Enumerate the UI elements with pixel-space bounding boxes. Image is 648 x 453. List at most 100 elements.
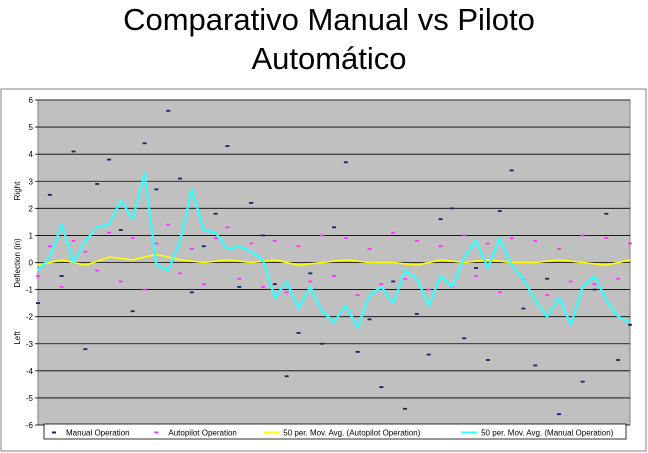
series-0-point-9 (142, 142, 147, 145)
series-1-point-23 (308, 280, 313, 283)
slide-title: Comparativo Manual vs Piloto Automático (0, 0, 648, 78)
series-0-point-8 (130, 310, 135, 313)
series-0-point-23 (308, 272, 313, 275)
series-0-point-34 (438, 218, 443, 221)
series-0-point-29 (379, 386, 384, 388)
y-tick-label-7: -1 (26, 286, 34, 295)
series-0-point-39 (497, 210, 502, 212)
series-0-point-24 (320, 342, 325, 345)
series-1-point-46 (580, 234, 585, 237)
series-1-point-38 (485, 242, 490, 245)
series-0-point-47 (592, 288, 597, 291)
y-tick-label-6: 0 (29, 259, 34, 268)
series-0-point-7 (118, 229, 123, 231)
series-0-point-38 (485, 359, 490, 361)
y-tick-label-5: 1 (29, 231, 34, 240)
series-0-point-12 (178, 177, 183, 180)
series-1-point-13 (189, 248, 194, 250)
series-0-point-28 (367, 318, 372, 321)
y-tick-label-1: 5 (29, 123, 34, 132)
series-0-point-21 (284, 375, 289, 378)
series-0-point-25 (332, 226, 336, 229)
series-0-point-31 (403, 407, 408, 410)
series-1-point-3 (71, 239, 76, 242)
series-0-point-11 (166, 109, 171, 112)
series-1-point-29 (379, 283, 384, 286)
y-tick-label-0: 6 (29, 96, 34, 105)
series-0-point-30 (391, 280, 396, 283)
series-0-point-33 (426, 353, 431, 356)
series-0-point-17 (237, 285, 242, 288)
series-1-point-21 (284, 291, 289, 294)
series-0-point-6 (107, 158, 112, 161)
series-1-point-2 (59, 285, 64, 288)
series-1-point-42 (533, 239, 538, 242)
legend-label-1: Autopilot Operation (168, 429, 237, 438)
series-0-point-22 (296, 332, 301, 334)
series-1-point-25 (332, 275, 336, 277)
deflection-chart: 6 5 4 3 2 1 0 -1 -2 -3 -4 -5 -6 Right Deflection (in… (0, 88, 647, 452)
series-1-point-12 (178, 272, 183, 275)
series-1-point-33 (426, 288, 431, 291)
series-0-point-48 (604, 212, 609, 215)
series-0-point-2 (59, 275, 64, 277)
series-3-line (37, 171, 631, 329)
y-tick-label-11: -5 (26, 394, 34, 403)
series-0-point-13 (189, 291, 194, 294)
series-1-point-34 (438, 245, 443, 248)
series-0-point-46 (580, 380, 585, 383)
series-0-point-18 (249, 202, 254, 204)
y-tick-label-3: 3 (29, 177, 34, 186)
y-tick-label-4: 2 (29, 204, 34, 213)
legend: Manual Operation Autopilot Operation 50 pe… (43, 423, 627, 440)
series-1-point-5 (95, 269, 100, 272)
series-0-point-42 (533, 364, 538, 367)
y-tick-label-9: -3 (26, 340, 34, 349)
series-1-point-6 (107, 231, 112, 234)
series-1-point-31 (403, 277, 408, 280)
series-1-point-48 (604, 237, 609, 240)
series-0-point-49 (616, 359, 621, 361)
y-tick-label-2: 4 (29, 150, 34, 159)
y-tick-label-12: -6 (26, 421, 34, 430)
series-1-point-4 (83, 250, 88, 253)
series-1-point-1 (47, 245, 52, 248)
series-1-point-49 (616, 277, 621, 280)
legend-box (43, 423, 627, 440)
legend-label-2: 50 per. Mov. Avg. (Autopilot Operation) (283, 429, 420, 438)
series-1-point-39 (497, 291, 502, 294)
series-0-point-19 (260, 234, 265, 237)
series-0-point-10 (154, 188, 159, 191)
series-0-point-35 (450, 207, 455, 210)
legend-marker-1 (154, 431, 159, 434)
series-1-point-47 (592, 283, 597, 286)
series-0-point-1 (47, 193, 52, 196)
series-0-point-27 (355, 350, 360, 353)
series-0-point-3 (71, 150, 76, 153)
legend-label-0: Manual Operation (66, 429, 130, 438)
y-label-left: Left (13, 331, 22, 345)
series-1-point-22 (296, 245, 301, 248)
series-0-point-0 (36, 302, 40, 305)
series-1-point-36 (462, 234, 467, 237)
series-1-point-0 (36, 275, 40, 277)
series-1-point-37 (474, 275, 479, 277)
legend-marker-0 (52, 431, 56, 434)
series-0-point-4 (83, 348, 88, 351)
series-0-point-44 (556, 413, 561, 416)
series-1-point-16 (225, 226, 230, 229)
plot-area: 6 5 4 3 2 1 0 -1 -2 -3 -4 -5 -6 (26, 96, 632, 430)
series-1-point-18 (249, 242, 254, 245)
series-0-point-37 (474, 267, 479, 269)
series-0-point-26 (343, 161, 348, 164)
slide-title-line-2: Automático (251, 41, 407, 76)
series-1-point-43 (545, 294, 550, 296)
series-1-point-11 (166, 223, 171, 226)
series-1-point-30 (391, 231, 396, 234)
series-0-point-36 (462, 337, 467, 340)
series-1-point-28 (367, 248, 372, 250)
series-0-point-32 (414, 313, 419, 315)
series-0-point-43 (545, 277, 550, 280)
legend-label-3: 50 per. Mov. Avg. (Manual Operation) (481, 429, 614, 438)
series-1-point-14 (201, 283, 206, 286)
